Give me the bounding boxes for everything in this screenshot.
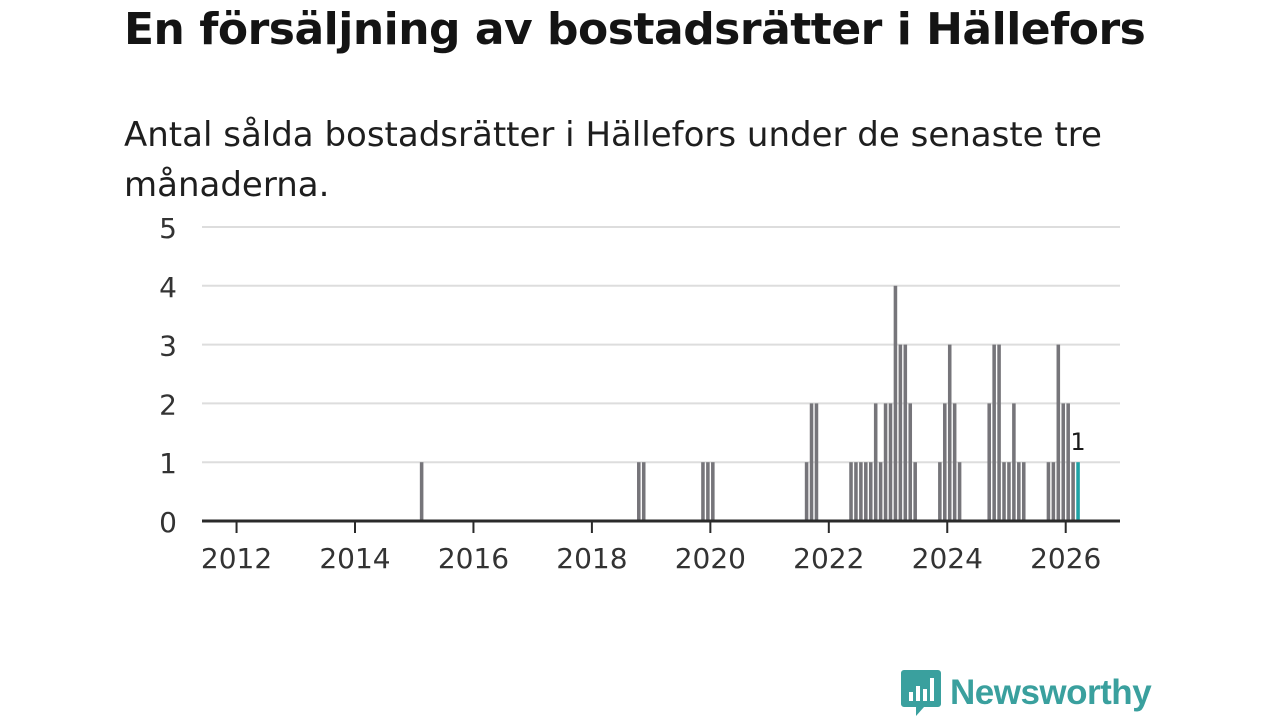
x-tick-label: 2018 xyxy=(556,542,627,575)
x-tick-label: 2016 xyxy=(438,542,509,575)
x-tick-label: 2024 xyxy=(912,542,983,575)
bar xyxy=(1002,462,1006,521)
bar xyxy=(1071,462,1075,521)
bar xyxy=(992,344,996,521)
x-tick-label: 2022 xyxy=(793,542,864,575)
bar xyxy=(809,403,814,521)
x-tick-label: 2014 xyxy=(319,542,390,575)
highlight-data-label: 1 xyxy=(1070,428,1085,456)
bar xyxy=(1061,403,1066,521)
bar xyxy=(888,403,893,521)
bar xyxy=(878,462,883,521)
bar xyxy=(804,462,809,521)
y-tick-label: 1 xyxy=(159,447,177,480)
bar xyxy=(637,462,641,521)
bar xyxy=(997,344,1001,521)
bar xyxy=(938,462,942,521)
bar xyxy=(1007,462,1011,521)
bar xyxy=(952,403,957,521)
bar xyxy=(864,462,868,521)
bar xyxy=(868,462,873,521)
bar xyxy=(893,285,898,521)
y-tick-label: 3 xyxy=(159,330,177,363)
bar xyxy=(1021,462,1026,521)
bar xyxy=(711,462,715,521)
chart-title: En försäljning av bostadsrätter i Hällef… xyxy=(124,4,1146,55)
bar xyxy=(1056,344,1061,521)
y-tick-label: 0 xyxy=(159,506,177,539)
bar xyxy=(641,462,646,521)
y-tick-label: 4 xyxy=(159,271,177,304)
bar xyxy=(1012,403,1016,521)
bar xyxy=(1046,462,1051,521)
bar xyxy=(957,462,962,521)
bar xyxy=(701,462,705,521)
x-tick-label: 2012 xyxy=(201,542,272,575)
bar xyxy=(854,462,858,521)
bar xyxy=(898,344,903,521)
newsworthy-bar-chart-icon xyxy=(901,670,941,716)
x-tick-label: 2020 xyxy=(675,542,746,575)
chart-subtitle: Antal sålda bostadsrätter i Hällefors un… xyxy=(124,115,1102,205)
brand-name: Newsworthy xyxy=(950,673,1152,712)
bar xyxy=(947,344,952,521)
bar xyxy=(1051,462,1056,521)
bar xyxy=(706,462,710,521)
bar xyxy=(1066,403,1070,521)
highlight-bar xyxy=(1076,462,1080,521)
bar xyxy=(1017,462,1021,521)
bar xyxy=(903,344,908,521)
bar xyxy=(849,462,853,521)
bar xyxy=(873,403,878,521)
bar xyxy=(419,462,424,521)
bar xyxy=(814,403,819,521)
newsworthy-logo: Newsworthy xyxy=(900,668,1152,718)
x-tick-label: 2026 xyxy=(1030,542,1101,575)
bar xyxy=(908,403,913,521)
bar xyxy=(943,403,947,521)
bar xyxy=(913,462,917,521)
bar xyxy=(987,403,991,521)
bar xyxy=(859,462,863,521)
y-tick-label: 5 xyxy=(159,212,177,245)
bar xyxy=(883,403,888,521)
y-tick-label: 2 xyxy=(159,388,177,421)
